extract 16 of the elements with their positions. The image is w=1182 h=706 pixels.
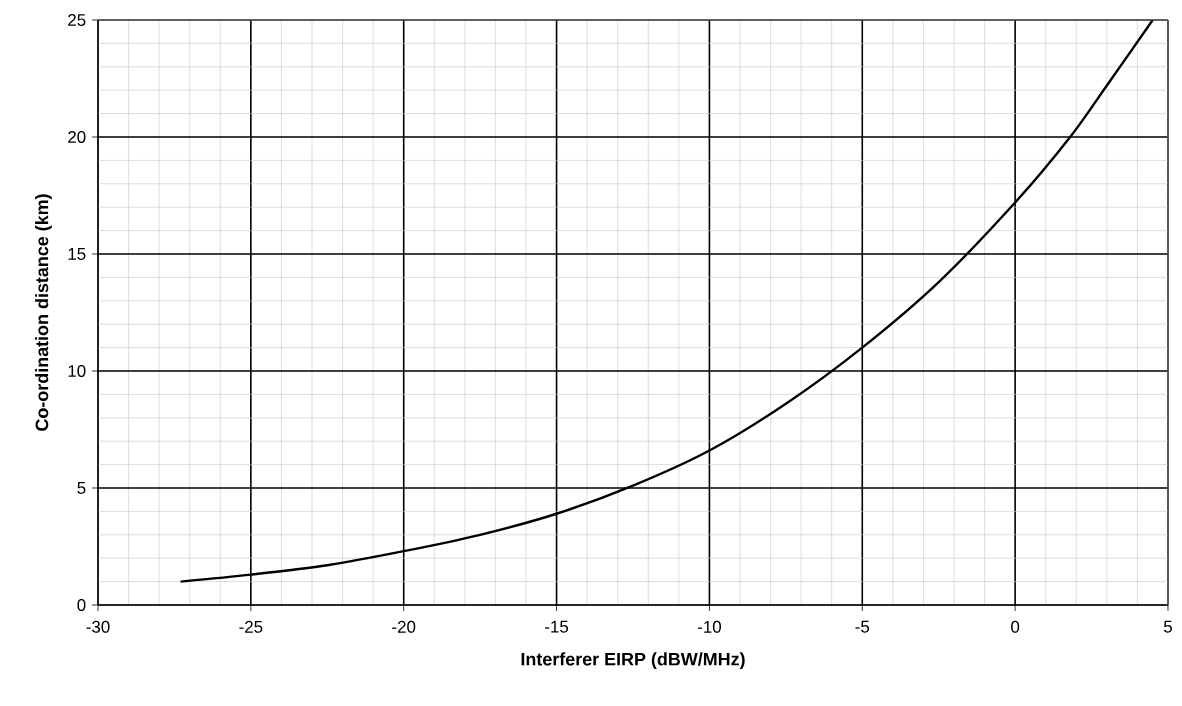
x-tick-label: -5: [855, 620, 870, 633]
x-tick-label: 0: [1011, 620, 1020, 633]
y-tick-label: 25: [68, 13, 86, 26]
y-axis-title: Co-ordination distance (km): [35, 194, 52, 431]
x-tick-label: -20: [392, 620, 416, 633]
x-axis-title: Interferer EIRP (dBW/MHz): [521, 652, 745, 670]
y-tick-label: 0: [77, 599, 86, 611]
y-tick-label: 15: [68, 248, 86, 260]
x-tick-label: -10: [697, 620, 722, 633]
x-tick-label: -25: [239, 620, 263, 633]
y-tick-label: 5: [77, 482, 86, 494]
x-tick-label: 5: [1163, 620, 1172, 633]
x-tick-label: -15: [545, 620, 569, 633]
y-tick-label: 10: [68, 365, 86, 377]
x-tick-label: -30: [86, 620, 110, 633]
y-tick-label: 20: [68, 131, 86, 143]
